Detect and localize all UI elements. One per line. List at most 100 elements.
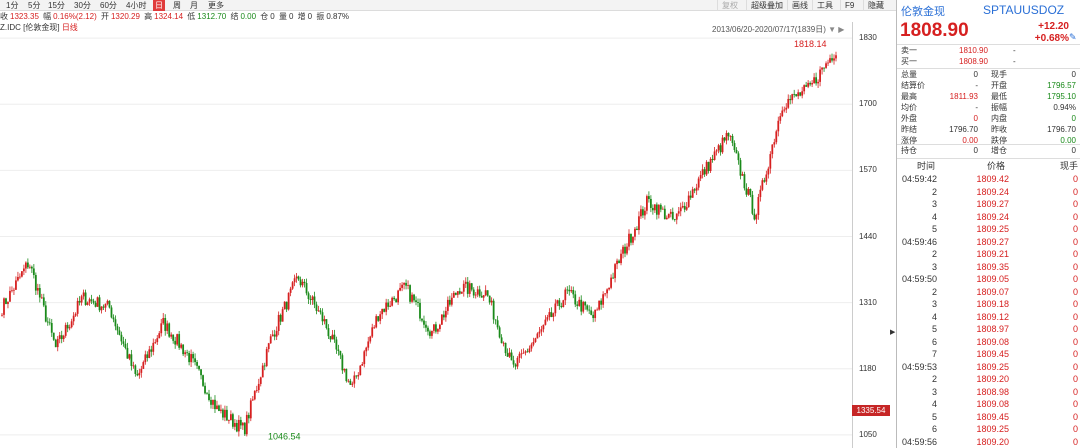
instrument-code: SPTAUUSDOZ <box>983 3 1065 17</box>
trade-price: 1809.27 <box>976 236 1009 247</box>
period-tab[interactable]: 周 <box>173 1 181 10</box>
trade-volume: 0 <box>1072 286 1078 297</box>
candle <box>667 213 670 219</box>
hold-label: 仓 <box>260 12 269 21</box>
candle <box>590 306 593 316</box>
stat-value: 1796.57 <box>1047 81 1076 90</box>
candle <box>317 305 320 312</box>
candle <box>210 396 212 409</box>
next-triangle-icon[interactable]: ▶ <box>838 25 845 34</box>
low-label: 低 <box>187 12 196 21</box>
trade-time: 04:59:56 <box>901 436 937 447</box>
vol-label: 量 <box>278 12 287 21</box>
candle <box>427 325 429 336</box>
trade-price: 1809.25 <box>976 224 1009 234</box>
candle <box>1 313 3 317</box>
candle <box>373 325 376 329</box>
candle <box>554 299 557 317</box>
candle <box>345 368 348 383</box>
stat-value: 1811.93 <box>949 92 978 101</box>
date-range: 2013/06/20-2020/07/17(1839日) ▼ ▶ <box>712 24 844 35</box>
candle <box>281 306 284 322</box>
amp-value: 0.87% <box>326 12 350 21</box>
low-value: 1312.70 <box>197 12 227 21</box>
candle <box>9 286 11 302</box>
candle <box>311 295 314 305</box>
toolbar-button[interactable]: F9 <box>840 0 858 11</box>
candle <box>64 322 67 338</box>
period-tab[interactable]: 4小时 <box>126 1 147 10</box>
period-tab[interactable]: 1分 <box>6 1 19 10</box>
candle <box>90 294 93 305</box>
candle <box>657 204 660 219</box>
candle <box>94 300 97 308</box>
expand-arrow-icon[interactable]: ▶ <box>890 329 896 336</box>
toolbar-button[interactable]: 超级叠加 <box>746 0 787 11</box>
candle <box>255 385 258 393</box>
candle <box>377 316 380 322</box>
candle <box>739 157 742 180</box>
candle <box>558 297 561 310</box>
candle <box>325 319 328 330</box>
candle <box>110 305 113 319</box>
trade-time: 5 <box>931 324 937 334</box>
candle <box>158 330 161 339</box>
dropdown-triangle-icon[interactable]: ▼ <box>828 25 837 34</box>
stats-row: 涨停 0.00 跌停 0.00 <box>897 135 1080 146</box>
candle <box>152 338 155 356</box>
candle <box>341 353 344 374</box>
candle <box>592 311 595 323</box>
candle <box>387 299 390 310</box>
toolbar-button[interactable]: 隐藏 <box>863 0 888 11</box>
period-tab[interactable]: 5分 <box>28 1 41 10</box>
toolbar-button[interactable]: 工具 <box>812 0 837 11</box>
candle <box>154 339 157 344</box>
candle <box>369 335 372 344</box>
trade-price: 1809.08 <box>976 399 1009 409</box>
candle <box>40 293 43 299</box>
candle <box>494 319 497 325</box>
candle <box>504 342 507 356</box>
candle <box>233 419 236 431</box>
candle <box>729 135 732 141</box>
trade-time: 04:59:53 <box>901 361 937 372</box>
candle <box>693 188 696 194</box>
period-tab[interactable]: 30分 <box>74 1 91 10</box>
trade-row: 04:59:53 1809.25 0 <box>897 361 1080 373</box>
candle <box>707 161 710 174</box>
trade-volume: 0 <box>1072 386 1078 397</box>
buy1-label: 买一 <box>901 57 917 66</box>
trade-volume: 0 <box>1072 299 1078 309</box>
period-tab[interactable]: 更多 <box>208 1 224 10</box>
stats-row: 均价 - 振幅 0.94% <box>897 102 1080 113</box>
candle <box>168 322 171 338</box>
trade-volume: 0 <box>1072 374 1078 384</box>
period-tab[interactable]: 月 <box>190 1 198 10</box>
trade-time: 2 <box>931 249 937 259</box>
period-tab[interactable]: 日 <box>153 0 165 11</box>
candle <box>194 353 196 366</box>
candle <box>506 348 509 357</box>
period-tab[interactable]: 15分 <box>48 1 65 10</box>
candlestick-chart[interactable]: 1818.14 1046.54 <box>0 33 852 448</box>
candle <box>783 106 786 113</box>
trade-time: 4 <box>931 399 937 409</box>
candle <box>253 390 256 401</box>
candle <box>174 336 177 349</box>
candle <box>425 320 427 332</box>
stats-row: 最高 1811.93 最低 1795.10 <box>897 91 1080 102</box>
candle <box>19 273 21 280</box>
candle <box>787 94 790 109</box>
toolbar-button[interactable]: 画线 <box>787 0 812 11</box>
candle <box>727 132 730 141</box>
candle <box>677 206 680 217</box>
settle-label: 结 <box>230 12 239 21</box>
period-tab[interactable]: 60分 <box>100 1 117 10</box>
trade-volume: 0 <box>1072 361 1078 372</box>
edit-icon[interactable]: ✎ <box>1069 32 1077 42</box>
y-tick-label: 1180 <box>859 363 877 373</box>
toolbar-button[interactable]: 复权 <box>717 0 742 11</box>
y-tick-label: 1570 <box>859 165 877 175</box>
trades-vol-header: 现手 <box>1059 161 1078 171</box>
stat-value: 0.00 <box>1060 136 1076 145</box>
